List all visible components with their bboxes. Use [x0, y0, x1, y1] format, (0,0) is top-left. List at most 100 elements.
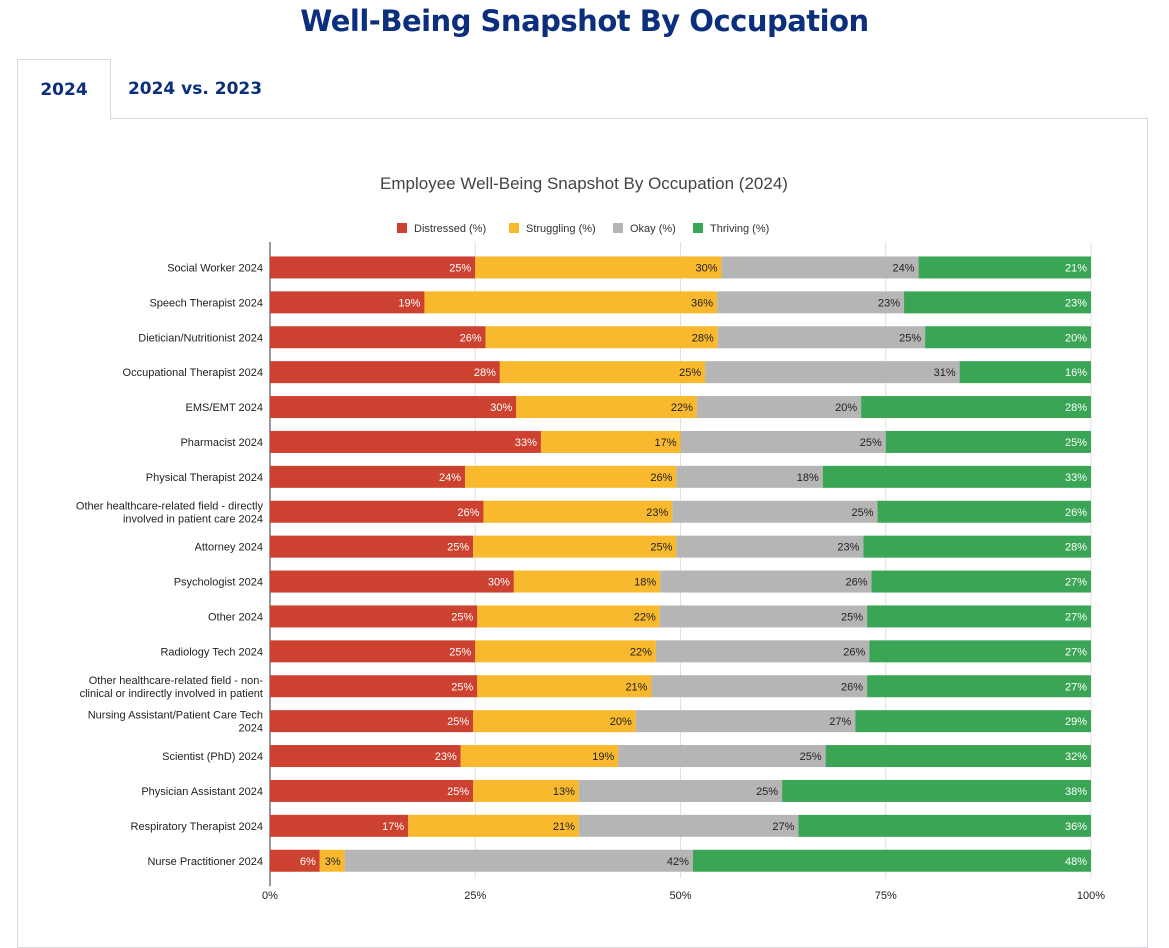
tab-2024[interactable]: 2024 — [17, 59, 111, 120]
bar-segment — [516, 396, 697, 419]
data-label: 23% — [435, 751, 457, 763]
data-label: 24% — [439, 472, 461, 484]
bar-segment — [660, 570, 872, 593]
legend-label: Okay (%) — [630, 223, 676, 235]
data-label: 25% — [679, 367, 701, 379]
bar-segment — [270, 430, 541, 453]
x-tick-label: 50% — [669, 890, 691, 902]
data-label: 22% — [671, 402, 693, 414]
data-label: 25% — [451, 611, 473, 623]
data-label: 18% — [797, 472, 819, 484]
bar-segment — [904, 291, 1091, 314]
tab-2024-vs-2023[interactable]: 2024 vs. 2023 — [127, 79, 263, 99]
bar-segment — [270, 640, 476, 663]
category-label: Psychologist 2024 — [174, 577, 263, 589]
bar-segment — [270, 326, 486, 349]
data-label: 3% — [325, 856, 341, 868]
data-label: 26% — [457, 507, 479, 519]
bar-segment — [676, 465, 823, 488]
data-label: 25% — [800, 751, 822, 763]
data-label: 30% — [696, 262, 718, 274]
legend-swatch-0 — [397, 223, 407, 233]
bar-segment — [319, 849, 345, 872]
category-label: Dietician/Nutritionist 2024 — [138, 332, 263, 344]
category-label: Occupational Therapist 2024 — [123, 367, 263, 379]
bar-segment — [270, 779, 474, 802]
data-label: 25% — [447, 716, 469, 728]
data-label: 20% — [1065, 332, 1087, 344]
data-label: 18% — [634, 577, 656, 589]
bar-segment — [270, 535, 474, 558]
data-label: 27% — [829, 716, 851, 728]
data-label: 33% — [515, 437, 537, 449]
data-label: 42% — [667, 856, 689, 868]
data-label: 13% — [553, 786, 575, 798]
data-label: 25% — [899, 332, 921, 344]
data-label: 33% — [1065, 472, 1087, 484]
bar-segment — [270, 361, 500, 384]
bar-segment — [473, 710, 636, 733]
bar-segment — [696, 396, 862, 419]
bar-segment — [483, 500, 673, 523]
data-label: 26% — [460, 332, 482, 344]
bar-segment — [270, 570, 514, 593]
x-tick-label: 100% — [1077, 890, 1105, 902]
bar-segment — [270, 396, 517, 419]
data-label: 36% — [691, 297, 713, 309]
bar-segment — [863, 535, 1091, 558]
category-label: Scientist (PhD) 2024 — [162, 751, 263, 763]
x-tick-label: 25% — [464, 890, 486, 902]
chart-title: Employee Well-Being Snapshot By Occupati… — [380, 174, 788, 193]
data-label: 16% — [1065, 367, 1087, 379]
bar-segment — [270, 745, 461, 768]
category-label: Attorney 2024 — [195, 542, 264, 554]
category-label: Other healthcare-related field - non- — [89, 675, 264, 687]
bar-segment — [925, 326, 1091, 349]
bar-segment — [477, 675, 652, 698]
data-label: 20% — [610, 716, 632, 728]
bar-segment — [475, 256, 722, 279]
bar-segment — [861, 396, 1091, 419]
bar-segment — [270, 605, 478, 628]
data-label: 23% — [878, 297, 900, 309]
data-label: 25% — [447, 542, 469, 554]
category-label: Speech Therapist 2024 — [149, 297, 263, 309]
bar-segment — [867, 605, 1091, 628]
data-label: 21% — [1065, 262, 1087, 274]
bar-segment — [270, 291, 425, 314]
bar-segment — [473, 779, 579, 802]
data-label: 25% — [650, 542, 672, 554]
bar-segment — [408, 814, 579, 837]
legend-swatch-1 — [509, 223, 519, 233]
bar-segment — [717, 326, 926, 349]
bar-segment — [822, 465, 1091, 488]
bar-segment — [871, 570, 1091, 593]
bar-segment — [578, 779, 783, 802]
category-label: Respiratory Therapist 2024 — [131, 821, 263, 833]
data-label: 25% — [451, 681, 473, 693]
bar-segment — [659, 605, 868, 628]
data-label: 23% — [837, 542, 859, 554]
bar-segment — [618, 745, 826, 768]
data-label: 27% — [1065, 646, 1087, 658]
bar-segment — [651, 675, 868, 698]
bar-segment — [540, 430, 681, 453]
category-label: Physical Therapist 2024 — [146, 472, 263, 484]
bar-segment — [680, 430, 886, 453]
data-label: 28% — [474, 367, 496, 379]
bar-segment — [672, 500, 878, 523]
bar-segment — [825, 745, 1091, 768]
data-label: 6% — [300, 856, 316, 868]
category-label: Nurse Practitioner 2024 — [147, 856, 263, 868]
data-label: 30% — [490, 402, 512, 414]
bar-segment — [721, 256, 919, 279]
bar-segment — [635, 710, 856, 733]
data-label: 48% — [1065, 856, 1087, 868]
data-label: 23% — [1065, 297, 1087, 309]
data-label: 36% — [1065, 821, 1087, 833]
category-label: EMS/EMT 2024 — [186, 402, 263, 414]
bar-segment — [270, 675, 478, 698]
bar-segment — [499, 361, 706, 384]
category-label: 2024 — [239, 723, 263, 735]
data-label: 25% — [756, 786, 778, 798]
